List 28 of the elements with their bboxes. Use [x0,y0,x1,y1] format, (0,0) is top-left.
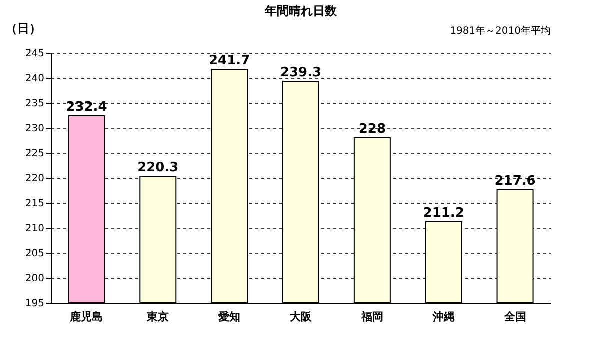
y-tick-label: 210 [25,224,44,234]
x-tick-label: 福岡 [360,310,384,324]
data-label: 211.2 [423,206,464,221]
y-tick-label: 225 [25,148,44,160]
y-tick-label: 200 [25,274,44,284]
data-label: 239.3 [280,66,322,80]
y-tick-label: 230 [25,124,44,134]
x-tick-label: 大阪 [290,310,313,324]
y-axis-title: （日） [6,22,42,36]
y-tick-label: 235 [25,98,44,110]
data-label: 228 [358,122,386,137]
x-tick-label: 東京 [146,310,170,324]
data-label: 217.6 [494,174,536,189]
data-label: 232.4 [66,100,108,115]
y-tick-label: 205 [25,248,44,260]
y-tick-label: 245 [25,48,44,60]
data-label: 220.3 [138,160,179,176]
y-tick-label: 220 [25,174,44,184]
x-tick-label: 沖縄 [432,310,455,324]
data-label: 241.7 [209,54,250,68]
text: 1981年～2010年平均 [450,25,551,37]
x-tick-label: 鹿児島 [69,310,104,324]
chart-title: 年間晴れ日数 [264,4,338,18]
y-tick-label: 240 [25,74,44,84]
y-tick-label: 215 [25,198,44,210]
y-tick-label: 195 [25,298,44,310]
x-tick-label: 全国 [503,310,526,324]
x-tick-label: 愛知 [218,310,241,324]
